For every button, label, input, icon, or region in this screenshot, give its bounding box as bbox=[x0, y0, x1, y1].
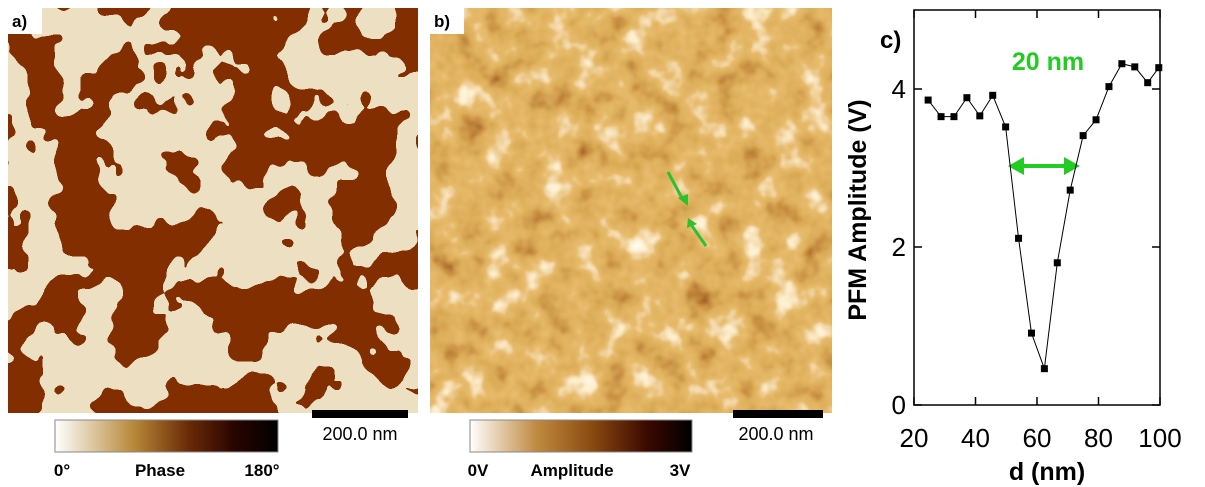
scale-bar bbox=[312, 410, 408, 418]
data-point bbox=[1027, 329, 1035, 337]
data-point bbox=[1053, 259, 1061, 267]
colorbar-max: 180° bbox=[244, 461, 279, 480]
panel-label: c) bbox=[880, 27, 901, 54]
panel-label: a) bbox=[12, 12, 27, 31]
width-arrow bbox=[1008, 157, 1080, 175]
colorbar bbox=[54, 419, 279, 453]
colorbar-title: Phase bbox=[135, 461, 185, 480]
label-box bbox=[8, 8, 42, 34]
data-point bbox=[924, 96, 932, 104]
data-point bbox=[963, 94, 971, 102]
colorbar bbox=[469, 419, 693, 453]
data-point bbox=[1155, 64, 1163, 72]
data-point bbox=[989, 91, 997, 99]
x-tick-label: 80 bbox=[1084, 423, 1113, 453]
x-tick-label: 20 bbox=[900, 423, 929, 453]
label-box bbox=[430, 8, 464, 34]
arrows bbox=[666, 171, 708, 247]
data-point bbox=[1118, 60, 1126, 68]
y-tick-label: 0 bbox=[892, 390, 906, 420]
x-tick-label: 100 bbox=[1138, 423, 1181, 453]
x-axis-label: d (nm) bbox=[1009, 458, 1085, 486]
panel-label: b) bbox=[434, 12, 450, 31]
data-point bbox=[1079, 132, 1087, 140]
x-tick-label: 60 bbox=[1023, 423, 1052, 453]
data-point bbox=[1105, 83, 1113, 91]
scale-bar-label: 200.0 nm bbox=[738, 424, 813, 444]
data-point bbox=[1002, 123, 1010, 131]
y-tick-label: 4 bbox=[892, 74, 906, 104]
colorbar-min: 0° bbox=[54, 461, 70, 480]
y-tick-label: 2 bbox=[892, 232, 906, 262]
data-point bbox=[937, 113, 945, 121]
data-point bbox=[1066, 186, 1074, 194]
data-point bbox=[976, 112, 984, 120]
x-tick-label: 40 bbox=[961, 423, 990, 453]
data-point bbox=[1092, 116, 1100, 124]
data-point bbox=[950, 113, 958, 121]
data-point bbox=[1144, 79, 1152, 87]
scale-bar bbox=[733, 410, 823, 418]
amplitude-image bbox=[430, 8, 832, 413]
colorbar-title: Amplitude bbox=[530, 461, 613, 480]
data-point bbox=[1015, 234, 1023, 242]
data-line bbox=[927, 63, 1160, 369]
scale-bar-label: 200.0 nm bbox=[322, 424, 397, 444]
annotation: 20 nm bbox=[1012, 48, 1084, 76]
y-axis-label: PFM Amplitude (V) bbox=[844, 99, 872, 320]
data-point bbox=[1040, 365, 1048, 373]
phase-image bbox=[8, 8, 418, 413]
colorbar-min: 0V bbox=[468, 461, 489, 480]
data-point bbox=[1131, 63, 1139, 71]
colorbar-max: 3V bbox=[670, 461, 691, 480]
